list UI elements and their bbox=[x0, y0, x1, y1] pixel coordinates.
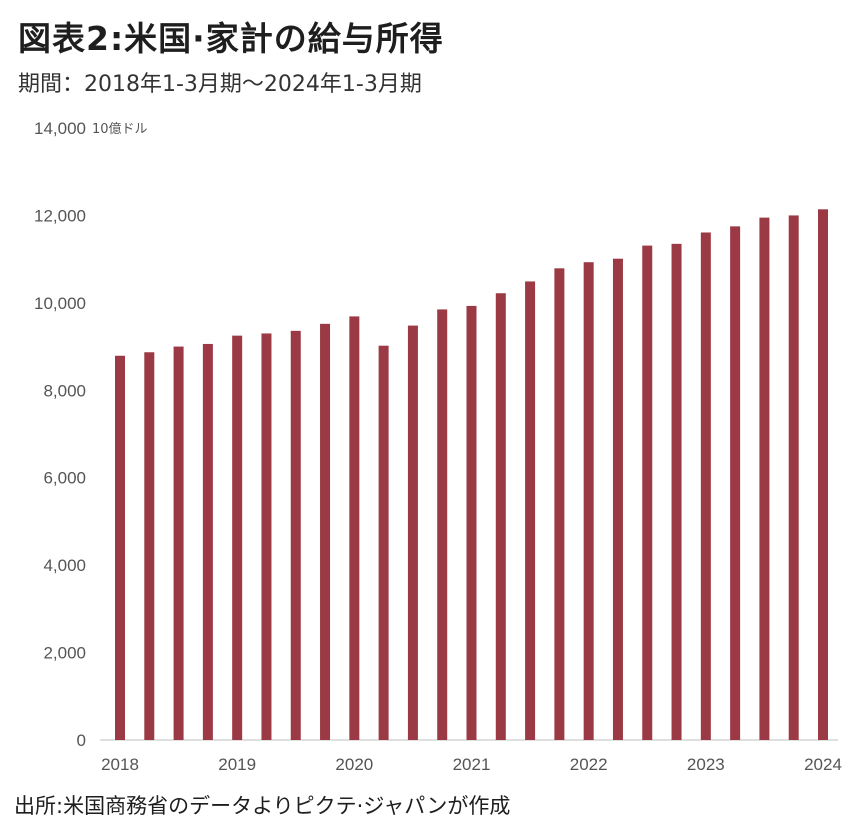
bar bbox=[115, 355, 125, 740]
bar bbox=[495, 293, 506, 740]
x-tick-label: 2022 bbox=[570, 755, 608, 774]
x-tick-label: 2019 bbox=[218, 755, 256, 774]
y-tick-label: 14,000 bbox=[34, 119, 86, 138]
bar bbox=[261, 333, 272, 740]
x-tick-label: 2024 bbox=[804, 755, 842, 774]
bar bbox=[554, 268, 565, 740]
y-axis-unit-label: 10億ドル bbox=[92, 121, 148, 137]
y-tick-label: 2,000 bbox=[43, 644, 86, 663]
x-tick-label: 2023 bbox=[687, 755, 725, 774]
x-axis: 2018 2019 2020 2021 2022 2023 2024 bbox=[100, 739, 842, 774]
bar bbox=[671, 243, 682, 741]
bars bbox=[115, 209, 828, 741]
bar bbox=[144, 352, 155, 740]
bar bbox=[378, 345, 389, 740]
bar bbox=[437, 309, 448, 740]
source-note: 出所:米国商務省のデータよりピクテ·ジャパンが作成 bbox=[14, 794, 511, 818]
chart-subtitle: 期間：2018年1-3月期～2024年1-3月期 bbox=[18, 72, 422, 97]
bar bbox=[320, 323, 331, 740]
y-tick-label: 4,000 bbox=[43, 556, 86, 575]
y-tick-label: 6,000 bbox=[43, 469, 86, 488]
bar bbox=[642, 245, 653, 740]
y-tick-label: 12,000 bbox=[34, 206, 86, 225]
bar bbox=[759, 217, 770, 741]
x-tick-label: 2020 bbox=[335, 755, 373, 774]
bar bbox=[612, 258, 623, 740]
chart-title: 図表2:米国·家計の給与所得 bbox=[18, 19, 444, 58]
bar bbox=[349, 316, 360, 740]
bar bbox=[730, 226, 741, 740]
bar bbox=[466, 305, 477, 740]
bar bbox=[232, 335, 243, 740]
bar bbox=[173, 346, 184, 740]
bar bbox=[202, 343, 213, 740]
x-tick-label: 2018 bbox=[101, 755, 139, 774]
bar bbox=[818, 209, 828, 740]
y-tick-label: 0 bbox=[77, 731, 86, 750]
y-axis: 0 2,000 4,000 6,000 8,000 10,000 12,000 14,000 bbox=[34, 119, 86, 750]
y-tick-label: 8,000 bbox=[43, 381, 86, 400]
y-tick-label: 10,000 bbox=[34, 294, 86, 313]
bar bbox=[525, 281, 536, 740]
bar bbox=[407, 325, 418, 740]
bar bbox=[700, 232, 711, 740]
bar-chart: 02,0004,0006,0008,00010,00012,00014,000 … bbox=[34, 119, 842, 774]
bar bbox=[583, 262, 594, 740]
x-tick-label: 2021 bbox=[453, 755, 491, 774]
bar bbox=[788, 215, 799, 740]
bar bbox=[290, 330, 301, 740]
